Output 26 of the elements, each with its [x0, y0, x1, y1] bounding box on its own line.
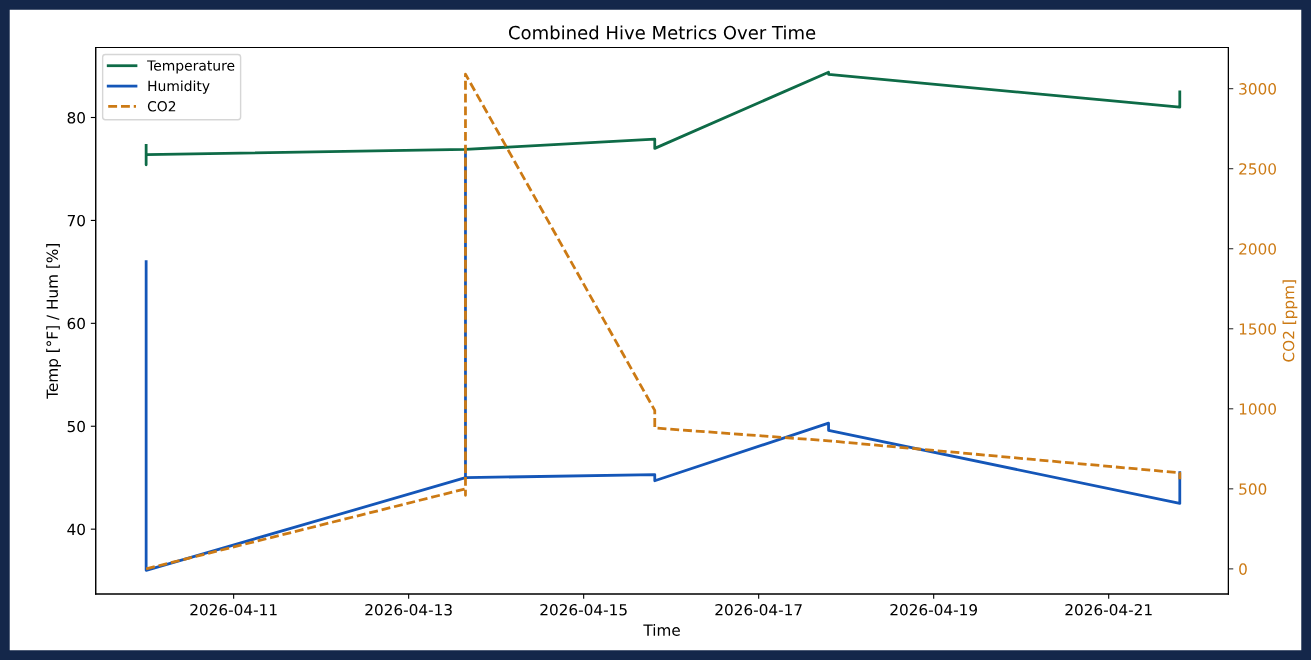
x-tick-label: 2026-04-21: [1065, 603, 1152, 616]
y-tick-label: 60: [67, 317, 85, 330]
x-tick-label: 2026-04-19: [890, 603, 977, 616]
chart-title: Combined Hive Metrics Over Time: [508, 25, 816, 40]
legend-label: Temperature: [147, 60, 235, 74]
legend-label: CO2: [147, 101, 176, 112]
y2-tick-label: 2500: [1239, 163, 1276, 175]
legend-label: Humidity: [148, 80, 210, 94]
y-tick-label: 40: [67, 523, 85, 536]
y-tick-label: 50: [67, 420, 85, 433]
x-axis-title: Time: [643, 624, 680, 636]
x-tick-label: 2026-04-13: [365, 603, 452, 616]
y2-tick-label: 2000: [1239, 243, 1276, 255]
y2-tick-label: 500: [1239, 483, 1267, 495]
y2-tick-label: 1000: [1239, 403, 1276, 415]
y2-axis-title: CO2 [ppm]: [1282, 280, 1298, 362]
y-tick-label: 80: [67, 111, 85, 124]
line-series: [144, 72, 1182, 571]
x-tick-label: 2026-04-15: [540, 603, 627, 616]
y2-tick-label: 1500: [1239, 323, 1276, 335]
y2-tick-label: 3000: [1239, 83, 1276, 95]
x-tick-label: 2026-04-11: [190, 603, 277, 616]
y2-tick-label: 0: [1239, 563, 1247, 575]
x-tick-label: 2026-04-17: [715, 603, 802, 616]
y-tick-label: 70: [67, 214, 85, 227]
y-axis-title: Temp [°F] / Hum [%]: [46, 244, 61, 399]
